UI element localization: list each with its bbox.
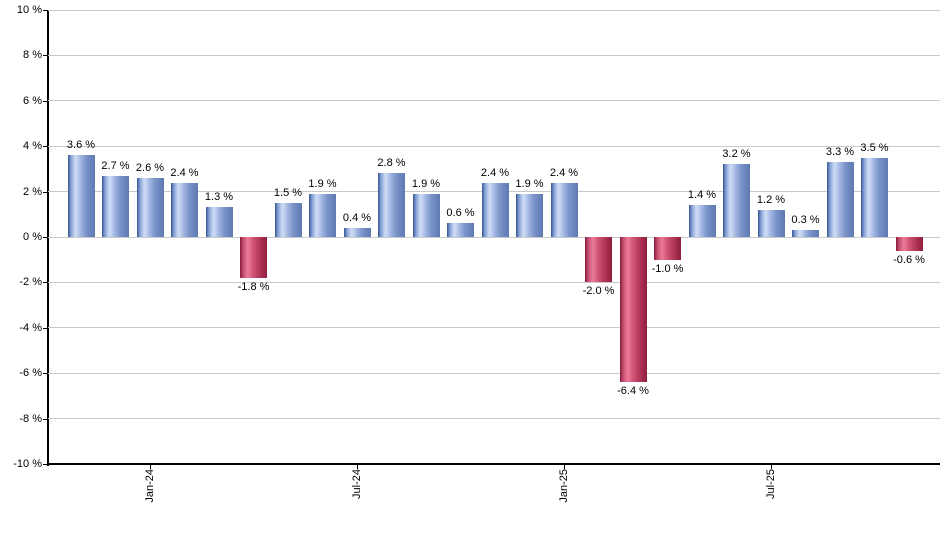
bar [550, 182, 578, 237]
bar-value-label: 2.4 % [480, 166, 510, 179]
gridline [48, 327, 940, 329]
bar-value-label: 3.5 % [860, 141, 889, 154]
bar [861, 157, 888, 237]
y-axis-line [47, 10, 49, 466]
bar [67, 155, 95, 237]
x-axis-tick-label: Jul-25 [765, 469, 777, 499]
bar-value-label: 2.7 % [101, 159, 130, 172]
bar [274, 202, 302, 237]
bar [654, 237, 681, 260]
bar-value-label: 1.9 % [308, 177, 337, 190]
bar [412, 193, 440, 237]
bar-value-label: 3.6 % [66, 139, 96, 152]
bar-value-label: -0.6 % [893, 253, 925, 266]
bar [343, 227, 371, 237]
bar [619, 237, 647, 383]
gridline [48, 9, 940, 11]
bar [205, 207, 233, 237]
x-axis-tick [357, 464, 358, 469]
bar [447, 223, 474, 237]
bar [585, 237, 612, 283]
bar [481, 182, 509, 237]
bar [688, 205, 716, 237]
bar [136, 177, 164, 237]
bar-value-label: 0.4 % [342, 211, 372, 224]
gridline [48, 54, 940, 56]
gridline [48, 100, 940, 102]
bar [895, 237, 923, 251]
y-axis-tick [43, 373, 47, 375]
y-axis-tick-label: -10 % [13, 458, 42, 470]
bar-value-label: 3.3 % [825, 146, 855, 159]
y-axis-tick-label: 4 % [23, 140, 42, 153]
bar-value-label: 0.3 % [791, 214, 820, 227]
x-axis-tick-label: Jan-25 [558, 469, 570, 503]
y-axis-tick-label: -2 % [19, 276, 42, 289]
y-axis-tick [43, 282, 47, 284]
y-axis-tick [43, 146, 47, 148]
bar-value-label: -1.8 % [237, 280, 270, 293]
bar-value-label: 2.8 % [377, 157, 406, 170]
y-axis-tick-label: 0 % [23, 231, 42, 243]
y-axis-tick [43, 237, 47, 238]
bar-value-label: 1.2 % [756, 193, 786, 206]
bar-value-label: 1.4 % [687, 189, 717, 202]
bar [102, 175, 129, 237]
y-axis-tick [43, 191, 47, 193]
gridline [48, 145, 940, 147]
gridline [48, 236, 940, 238]
y-axis-tick [43, 327, 47, 329]
bar [309, 193, 336, 237]
y-axis-tick-label: 10 % [16, 4, 42, 16]
bar-value-label: 1.9 % [411, 177, 441, 190]
y-axis-tick [43, 100, 47, 102]
x-axis-tick-label: Jul-24 [351, 469, 363, 499]
bar-value-label: -2.0 % [582, 285, 615, 298]
bar-value-label: 1.9 % [515, 177, 544, 190]
y-axis-tick-label: 6 % [23, 94, 42, 107]
y-axis-tick-label: -8 % [19, 412, 42, 425]
bar-value-label: -6.4 % [617, 385, 649, 398]
y-axis-tick [43, 10, 47, 11]
bar-value-label: 1.3 % [204, 191, 234, 204]
y-axis-tick-label: 2 % [23, 185, 42, 198]
bar [723, 164, 750, 237]
bar [378, 173, 405, 237]
gridline [48, 372, 940, 374]
bar-value-label: -1.0 % [651, 262, 684, 275]
bar-value-label: 1.5 % [273, 186, 303, 199]
x-axis-tick-label: Jan-24 [144, 469, 156, 503]
x-axis-line [47, 463, 940, 465]
bar [792, 230, 819, 237]
gridline [48, 418, 940, 420]
y-axis-tick [43, 418, 47, 420]
y-axis-tick [43, 464, 47, 465]
bar [757, 209, 785, 237]
gridline [48, 281, 940, 283]
bar-value-label: 2.6 % [135, 161, 165, 174]
plot-area: 3.6 % 2.7 % 2.6 % 2.4 % 1.3 % -1.8 % 1.5 % 1.9 … [48, 9, 940, 464]
bar-value-label: 3.2 % [722, 148, 751, 161]
bar-value-label: 0.6 % [446, 207, 475, 220]
x-axis-tick [564, 464, 565, 469]
y-axis-tick-label: 8 % [23, 49, 42, 62]
y-axis-tick [43, 55, 47, 57]
x-axis-tick [771, 464, 772, 469]
y-axis-tick-label: -4 % [19, 321, 42, 334]
bar-value-label: 2.4 % [170, 166, 199, 179]
bar [826, 162, 854, 237]
bar-value-label: 2.4 % [549, 166, 579, 179]
x-axis-tick [150, 464, 151, 469]
bar [516, 193, 543, 237]
bar [240, 237, 267, 278]
bar [171, 182, 198, 237]
y-axis-tick-label: -6 % [19, 367, 42, 380]
